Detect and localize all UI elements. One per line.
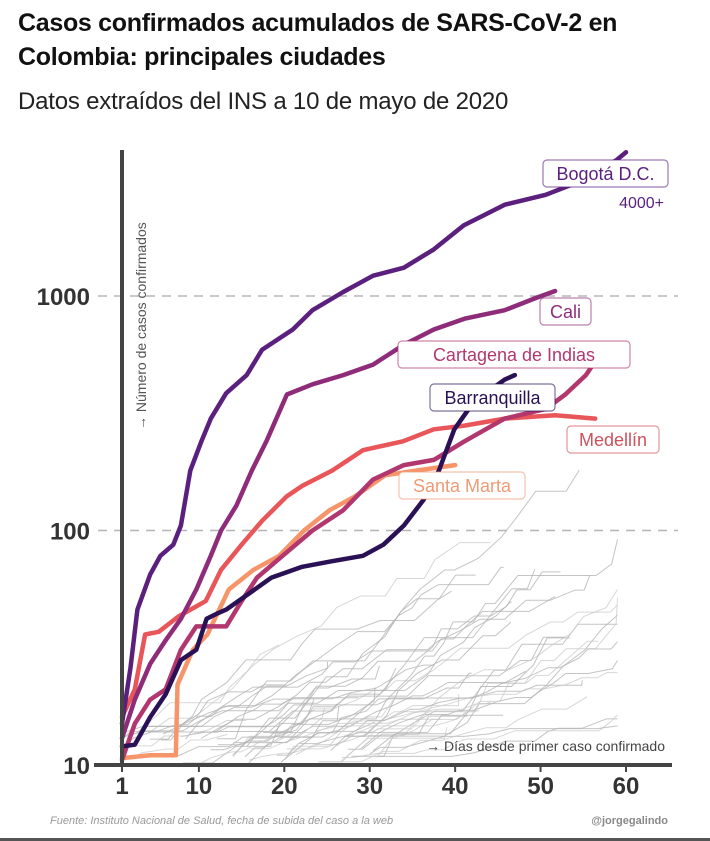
background-line xyxy=(376,640,599,758)
bottom-rule xyxy=(0,838,710,841)
background-line xyxy=(330,621,512,751)
background-line xyxy=(210,703,338,751)
y-tick-label: 100 xyxy=(50,519,90,546)
series-label-text: Cartagena de Indias xyxy=(433,345,595,365)
series-lines xyxy=(119,150,629,763)
background-line xyxy=(341,714,618,758)
chart-subtitle: Datos extraídos del INS a 10 de mayo de … xyxy=(18,88,509,115)
series-label: Barranquilla xyxy=(429,383,556,412)
background-line xyxy=(252,710,479,743)
background-line xyxy=(247,539,618,765)
background-line xyxy=(175,698,315,758)
background-line xyxy=(160,566,504,741)
background-line xyxy=(162,684,287,735)
background-line xyxy=(270,601,512,732)
x-tick-label: 1 xyxy=(115,773,128,800)
background-line xyxy=(315,672,618,732)
background-line xyxy=(121,661,328,740)
background-line xyxy=(133,725,279,744)
series-label-box xyxy=(542,159,669,188)
author-credit: @jorgegalindo xyxy=(591,815,668,827)
series-line-cali xyxy=(119,288,558,741)
background-line xyxy=(280,687,376,739)
background-line xyxy=(299,660,618,745)
y-tick-label: 10 xyxy=(63,753,90,780)
background-line xyxy=(137,720,247,747)
background-line xyxy=(345,641,618,737)
x-tick-label: 20 xyxy=(271,773,298,800)
series-label-box xyxy=(429,383,556,412)
background-city-lines xyxy=(121,469,618,765)
background-line xyxy=(185,596,556,740)
series-line-medell-n xyxy=(119,413,598,720)
series-label-text: Medellín xyxy=(579,430,647,450)
series-label-box xyxy=(397,340,631,369)
background-line xyxy=(244,706,340,758)
series-line-bogot-d-c- xyxy=(119,150,629,726)
background-line xyxy=(232,665,380,756)
background-line xyxy=(124,664,435,737)
gridlines xyxy=(98,295,678,532)
background-line xyxy=(319,696,588,763)
series-label: Cartagena de Indias xyxy=(397,340,631,369)
background-line xyxy=(250,701,492,750)
series-label-text: Barranquilla xyxy=(444,388,541,408)
background-line xyxy=(183,636,565,764)
series-label: Cali xyxy=(539,297,592,326)
x-tick-label: 60 xyxy=(613,773,640,800)
bogota-annotation: 4000+ xyxy=(619,195,664,212)
series-label-box xyxy=(566,425,660,454)
background-line xyxy=(363,597,618,736)
background-line xyxy=(246,574,476,747)
background-line xyxy=(216,469,580,740)
background-line xyxy=(303,722,375,738)
x-tick-label: 50 xyxy=(527,773,554,800)
background-line xyxy=(361,715,468,751)
background-line xyxy=(367,589,618,736)
background-line xyxy=(318,712,429,763)
series-line-cartagena-de-indias xyxy=(119,342,609,763)
background-line xyxy=(149,590,452,740)
series-label-box xyxy=(398,471,526,500)
x-tick-label: 10 xyxy=(186,773,213,800)
series-label-text: Cali xyxy=(550,302,581,322)
series-label: Santa Marta xyxy=(398,471,526,500)
series-label: Medellín xyxy=(566,425,660,454)
x-axis-label: → Días desde primer caso confirmado xyxy=(426,738,665,754)
series-label-text: Santa Marta xyxy=(413,476,512,496)
series-label-text: Bogotá D.C. xyxy=(556,164,654,184)
source-note: Fuente: Instituto Nacional de Salud, fec… xyxy=(50,815,394,827)
background-line xyxy=(148,542,491,734)
series-line-santa-marta xyxy=(119,462,458,761)
y-axis-label: → Número de casos confirmados xyxy=(133,222,149,430)
x-tick-label: 30 xyxy=(356,773,383,800)
background-line xyxy=(276,667,397,756)
series-label-box xyxy=(539,297,592,326)
chart-title: Casos confirmados acumulados de SARS-CoV… xyxy=(18,9,618,71)
background-line xyxy=(336,694,460,747)
axes: 10 100 1000 1 10 20 30 40 50 60 xyxy=(37,150,672,800)
series-label: Bogotá D.C. xyxy=(542,159,669,188)
series-labels: Bogotá D.C. Cali Cartagena de Indias Barran… xyxy=(397,159,669,500)
series-line-barranquilla xyxy=(119,372,518,749)
x-tick-label: 40 xyxy=(442,773,469,800)
background-line xyxy=(213,568,536,732)
background-line xyxy=(344,614,618,737)
y-tick-label: 1000 xyxy=(37,284,90,311)
